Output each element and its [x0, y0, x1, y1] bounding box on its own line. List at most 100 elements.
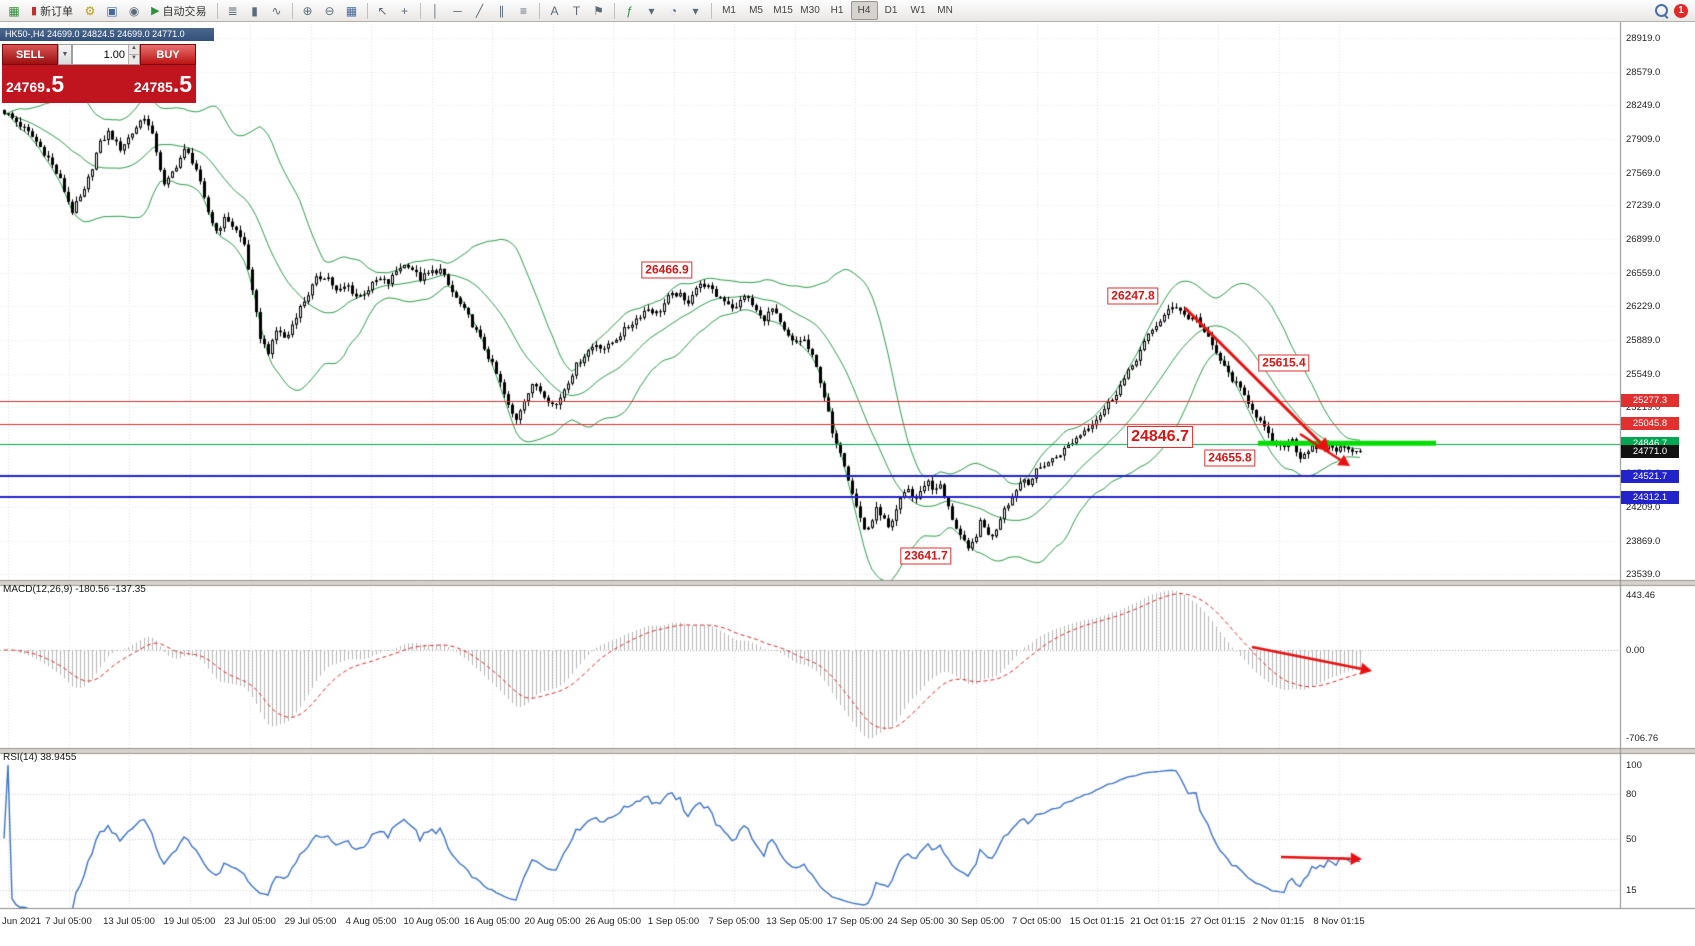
notification-badge[interactable]: 1: [1674, 3, 1688, 18]
trendline-icon[interactable]: ╱: [475, 3, 484, 18]
zoom-in-icon[interactable]: ⊕: [302, 3, 313, 18]
time-scale-label: 20 Aug 05:00: [524, 916, 581, 927]
timeframe-w1[interactable]: W1: [910, 5, 926, 16]
time-scale-label: 27 Oct 01:15: [1190, 916, 1246, 927]
sell-button[interactable]: SELL: [2, 44, 58, 65]
new-order-icon: ▮: [31, 5, 38, 17]
indicators-dropdown-icon[interactable]: ▾: [648, 3, 655, 18]
toolbar-separator: [710, 2, 712, 19]
sell-price: 24769 .5: [6, 69, 64, 99]
buy-price-pips: .5: [172, 71, 192, 97]
terminal-icon[interactable]: ▣: [106, 3, 118, 18]
candlestick-chart-icon[interactable]: ▮: [251, 3, 258, 18]
one-click-dropdown[interactable]: ▼: [58, 44, 72, 65]
lot-size-input[interactable]: [73, 45, 128, 64]
macd-scale-label: 0.00: [1626, 645, 1645, 656]
lot-size-field: ▲ ▼: [72, 44, 140, 65]
price-scale-label: 28249.0: [1626, 99, 1661, 111]
fibonacci-icon[interactable]: ≡: [520, 3, 528, 18]
time-scale-label: 7 Sep 05:00: [708, 916, 760, 927]
rsi-scale-label: 100: [1626, 760, 1642, 771]
price-tag: 24771.0: [1621, 444, 1679, 458]
price-tag: 24312.1: [1621, 490, 1679, 504]
time-scale-label: 26 Aug 05:00: [585, 916, 641, 927]
rsi-scale-label: 50: [1626, 833, 1637, 845]
timeframe-m15[interactable]: M15: [773, 5, 793, 16]
price-annotation: 23641.7: [900, 547, 952, 565]
indicators-icon[interactable]: ƒ: [626, 3, 633, 18]
price-scale-label: 25549.0: [1626, 368, 1661, 380]
equidistant-channel-icon[interactable]: ∥: [498, 3, 505, 18]
price-scale-label: 23869.0: [1626, 536, 1661, 548]
one-click-controls: SELL ▼ ▲ ▼ BUY: [2, 44, 196, 65]
zoom-out-icon[interactable]: ⊖: [324, 3, 335, 18]
rsi-panel-label: RSI(14) 38.9455: [3, 752, 77, 763]
toolbar-separator: [216, 2, 218, 19]
price-annotation: 26247.8: [1107, 287, 1159, 305]
auto-trading-label: 自动交易: [162, 5, 207, 18]
new-order-button[interactable]: ▮ 新订单: [25, 1, 79, 21]
price-scale-label: 26899.0: [1626, 234, 1661, 246]
buy-price-main: 24785: [133, 79, 173, 95]
one-click-trading-panel: SELL ▼ ▲ ▼ BUY 24769 .5 24785 .5: [2, 44, 196, 103]
bar-chart-icon[interactable]: ≣: [227, 3, 238, 18]
mql5-community-icon[interactable]: ◉: [128, 3, 140, 18]
timeframe-m1[interactable]: M1: [722, 5, 736, 16]
rsi-scale-label: 15: [1626, 884, 1637, 896]
rsi-scale-label: 80: [1626, 789, 1637, 801]
toolbar-separator: [538, 2, 540, 19]
toolbar-separator: [366, 2, 368, 19]
time-scale-label: 19 Jul 05:00: [163, 916, 216, 927]
time-scale-label: 13 Jul 05:00: [103, 916, 155, 927]
arrows-tool-icon[interactable]: ⚑: [593, 3, 604, 18]
toolbar-separator: [291, 2, 293, 19]
one-click-prices: 24769 .5 24785 .5: [2, 65, 196, 103]
price-scale-label: 23539.0: [1626, 569, 1661, 581]
toolbar-separator: [419, 2, 421, 19]
period-dropdown-icon[interactable]: ▾: [692, 3, 699, 18]
cursor-icon[interactable]: ↖: [377, 3, 388, 18]
time-scale-label: 7 Jul 05:00: [45, 916, 92, 927]
time-scale-label: 24 Sep 05:00: [887, 916, 944, 927]
lot-decrease-button[interactable]: ▼: [128, 54, 139, 64]
chart-window-title: HK50-,H4 24699.0 24824.5 24699.0 24771.0: [0, 28, 214, 41]
text-label-icon[interactable]: T: [572, 3, 581, 18]
time-scale-label: 1 Sep 05:00: [647, 916, 700, 927]
time-scale-label: 21 Oct 01:15: [1130, 916, 1185, 927]
time-scale-label: 15 Oct 01:15: [1069, 916, 1125, 927]
price-scale-label: 25889.0: [1626, 334, 1661, 346]
price-scale-label: 28919.0: [1626, 33, 1661, 45]
search-icon[interactable]: [1655, 4, 1668, 17]
macd-panel-label: MACD(12,26,9) -180.56 -137.35: [3, 584, 146, 595]
timeframe-h1[interactable]: H1: [830, 5, 844, 16]
horizontal-line-icon[interactable]: ─: [453, 3, 462, 18]
metaeditor-icon[interactable]: ⚙: [84, 3, 96, 18]
auto-trading-button[interactable]: ▶ 自动交易: [145, 1, 212, 21]
time-scale-label: 2 Nov 01:15: [1252, 916, 1305, 927]
timeframe-mn[interactable]: MN: [937, 5, 953, 16]
timeframe-m30[interactable]: M30: [800, 5, 820, 16]
timeframe-h4[interactable]: H4: [850, 1, 878, 20]
toolbar-right-group: 1: [1655, 3, 1692, 18]
new-chart-icon[interactable]: ▦: [8, 3, 20, 18]
vertical-line-icon[interactable]: │: [431, 3, 440, 18]
tile-windows-icon[interactable]: ▦: [345, 3, 358, 18]
line-chart-icon[interactable]: ∿: [271, 3, 282, 18]
time-scale-label: 29 Jul 05:00: [284, 916, 337, 927]
lot-size-stepper: ▲ ▼: [128, 45, 139, 64]
timeframe-d1[interactable]: D1: [884, 5, 898, 16]
time-scale-label: 16 Aug 05:00: [464, 916, 520, 927]
timeframe-m5[interactable]: M5: [749, 5, 763, 16]
period-settings-icon[interactable]: ◔: [669, 3, 678, 18]
lot-increase-button[interactable]: ▲: [128, 45, 139, 54]
text-icon[interactable]: A: [550, 3, 559, 18]
new-order-label: 新订单: [40, 5, 74, 18]
time-scale-label: 23 Jul 05:00: [224, 916, 276, 927]
macd-scale-label: -706.76: [1626, 733, 1659, 745]
price-scale-label: 27569.0: [1626, 167, 1661, 179]
buy-button[interactable]: BUY: [140, 44, 196, 65]
crosshair-icon[interactable]: +: [401, 3, 409, 18]
toolbar-separator: [613, 2, 615, 19]
price-tag: 25277.3: [1621, 394, 1679, 408]
